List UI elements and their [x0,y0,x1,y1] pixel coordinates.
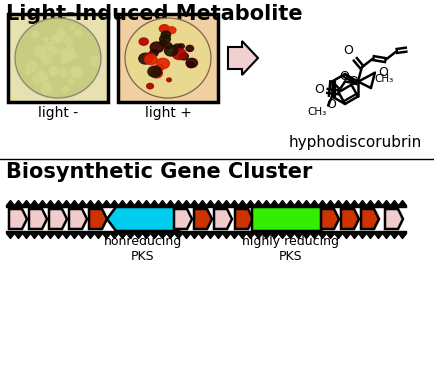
Ellipse shape [167,78,171,82]
Ellipse shape [186,45,194,52]
Ellipse shape [16,19,100,97]
Polygon shape [107,207,179,231]
Ellipse shape [139,38,148,45]
FancyArrow shape [228,41,258,75]
Ellipse shape [173,44,181,50]
Text: Light-Induced Metabolite: Light-Induced Metabolite [6,4,302,24]
Text: nonreducing
PKS: nonreducing PKS [104,235,182,263]
Text: O: O [348,75,358,88]
Text: O: O [378,66,388,79]
Ellipse shape [139,53,152,64]
Bar [8,14,108,102]
Ellipse shape [161,31,171,39]
Polygon shape [69,209,87,229]
Polygon shape [9,209,27,229]
Text: Biosynthetic Gene Cluster: Biosynthetic Gene Cluster [6,162,312,182]
Polygon shape [214,209,232,229]
Polygon shape [89,209,107,229]
Ellipse shape [150,42,164,53]
Ellipse shape [150,50,158,56]
Ellipse shape [156,58,169,69]
Ellipse shape [160,40,167,46]
Ellipse shape [15,18,101,98]
Ellipse shape [126,19,210,97]
Polygon shape [174,209,192,229]
Polygon shape [194,209,212,229]
Text: O: O [339,70,349,83]
Bar [118,14,218,102]
Text: light +: light + [145,106,191,120]
Ellipse shape [125,18,211,98]
Polygon shape [235,209,253,229]
Text: CH₃: CH₃ [374,74,393,84]
Polygon shape [321,209,339,229]
Text: hyphodiscorubrin: hyphodiscorubrin [288,135,421,150]
Polygon shape [29,209,47,229]
Ellipse shape [151,68,162,78]
Text: highly reducing
PKS: highly reducing PKS [243,235,339,263]
Text: O: O [326,98,335,111]
Text: O: O [343,45,353,58]
Ellipse shape [172,49,186,59]
Ellipse shape [164,43,172,49]
Ellipse shape [147,83,153,89]
Ellipse shape [178,44,184,49]
Ellipse shape [168,27,176,34]
Polygon shape [361,209,379,229]
Polygon shape [385,209,403,229]
Ellipse shape [145,53,154,60]
Text: CH₃: CH₃ [307,107,326,117]
Polygon shape [341,209,359,229]
Polygon shape [252,207,330,231]
Ellipse shape [187,62,194,68]
Ellipse shape [180,53,188,60]
Ellipse shape [186,58,197,67]
Text: light -: light - [38,106,78,120]
Ellipse shape [145,55,157,65]
Polygon shape [49,209,67,229]
Text: O: O [315,83,325,96]
Ellipse shape [148,66,161,77]
Ellipse shape [160,35,171,43]
Ellipse shape [155,64,164,71]
Ellipse shape [159,25,169,33]
Ellipse shape [164,45,178,56]
